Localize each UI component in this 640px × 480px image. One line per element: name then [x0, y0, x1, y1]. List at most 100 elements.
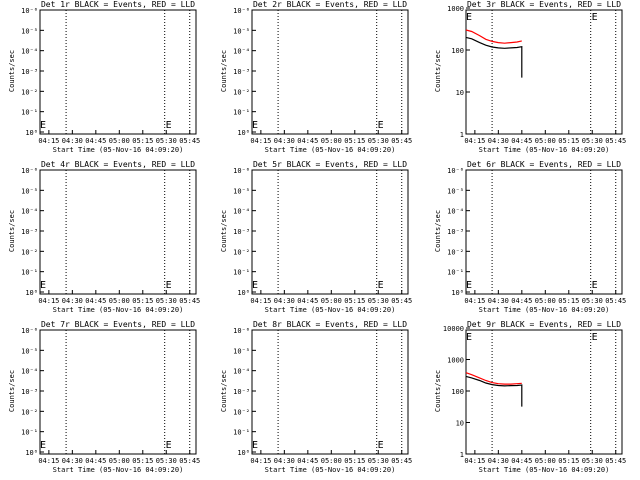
event-marker: E	[466, 332, 472, 343]
y-tick-label: 10⁻¹	[233, 109, 250, 117]
y-tick-label: 10⁰	[237, 289, 250, 297]
x-tick-label: 05:45	[179, 297, 200, 305]
detector-panel: Det 2r BLACK = Events, RED = LLD Counts/s…	[220, 0, 412, 154]
x-tick-label: 05:30	[368, 137, 389, 145]
event-marker: E	[166, 280, 172, 291]
y-axis-label: Counts/sec	[434, 210, 442, 252]
x-tick-label: 05:15	[132, 297, 153, 305]
y-tick-label: 100	[451, 47, 464, 55]
x-tick-label: 05:30	[156, 457, 177, 465]
x-tick-label: 04:45	[511, 297, 532, 305]
x-axis-label: Start Time (05-Nov-16 04:09:20)	[265, 146, 396, 154]
x-tick-label: 05:15	[558, 137, 579, 145]
panel-title: Det 2r BLACK = Events, RED = LLD	[253, 0, 407, 9]
y-axis-label: Counts/sec	[220, 370, 228, 412]
y-tick-label: 10⁻²	[233, 88, 250, 96]
y-tick-label: 10⁰	[25, 129, 38, 137]
panel-title: Det 1r BLACK = Events, RED = LLD	[41, 0, 195, 9]
y-tick-label: 10⁻¹	[233, 429, 250, 437]
x-tick-label: 05:00	[535, 297, 556, 305]
y-tick-label: 10⁻²	[447, 248, 464, 256]
plot-frame	[465, 169, 623, 295]
plot-frame	[465, 9, 623, 135]
x-axis-label: Start Time (05-Nov-16 04:09:20)	[53, 146, 184, 154]
y-tick-label: 10⁻⁵	[21, 27, 38, 35]
y-axis-label: Counts/sec	[220, 210, 228, 252]
y-tick-label: 10	[456, 89, 464, 97]
x-tick-label: 04:15	[464, 297, 485, 305]
event-marker: E	[40, 120, 46, 131]
y-axis-label: Counts/sec	[434, 370, 442, 412]
detector-panel: Det 3r BLACK = Events, RED = LLD Counts/s…	[434, 0, 626, 154]
x-tick-label: 05:00	[321, 457, 342, 465]
series-line	[465, 375, 523, 407]
x-tick-label: 05:00	[109, 457, 130, 465]
event-marker: E	[378, 120, 384, 131]
y-tick-label: 1	[460, 451, 464, 459]
x-axis-label: Start Time (05-Nov-16 04:09:20)	[479, 306, 610, 314]
event-marker: E	[252, 440, 258, 451]
panel-title: Det 8r BLACK = Events, RED = LLD	[253, 320, 407, 329]
y-tick-label: 10⁰	[25, 449, 38, 457]
y-tick-label: 10⁻²	[21, 88, 38, 96]
x-tick-label: 05:15	[558, 457, 579, 465]
x-tick-label: 04:30	[488, 297, 509, 305]
x-axis-label: Start Time (05-Nov-16 04:09:20)	[53, 466, 184, 474]
x-tick-label: 05:30	[156, 137, 177, 145]
plot-frame	[251, 9, 409, 135]
y-tick-label: 10⁻⁴	[447, 208, 464, 216]
y-tick-label: 10⁻²	[21, 408, 38, 416]
series-line	[465, 29, 522, 44]
y-tick-label: 10000	[443, 325, 464, 333]
x-tick-label: 04:15	[250, 297, 271, 305]
x-tick-label: 04:45	[85, 457, 106, 465]
y-tick-label: 10⁰	[237, 129, 250, 137]
panel-title: Det 3r BLACK = Events, RED = LLD	[467, 0, 621, 9]
x-tick-label: 05:00	[321, 297, 342, 305]
y-tick-label: 10⁻³	[21, 68, 38, 76]
y-tick-label: 10⁻³	[233, 68, 250, 76]
x-tick-label: 05:30	[368, 457, 389, 465]
y-tick-label: 10⁻¹	[21, 109, 38, 117]
x-tick-label: 05:45	[391, 297, 412, 305]
panel-title: Det 5r BLACK = Events, RED = LLD	[253, 160, 407, 169]
y-tick-label: 10⁻⁴	[233, 48, 250, 56]
x-tick-label: 04:15	[464, 457, 485, 465]
y-tick-label: 10⁻⁵	[447, 187, 464, 195]
y-tick-label: 10⁻⁴	[21, 368, 38, 376]
x-tick-label: 05:00	[109, 297, 130, 305]
event-marker: E	[252, 280, 258, 291]
x-tick-label: 05:15	[132, 137, 153, 145]
x-tick-label: 05:15	[344, 137, 365, 145]
detector-panel: Det 8r BLACK = Events, RED = LLD Counts/s…	[220, 320, 412, 474]
x-tick-label: 05:45	[391, 457, 412, 465]
detector-panel: Det 7r BLACK = Events, RED = LLD Counts/s…	[8, 320, 200, 474]
x-tick-label: 05:00	[535, 137, 556, 145]
x-tick-label: 05:00	[535, 457, 556, 465]
y-axis-label: Counts/sec	[434, 50, 442, 92]
plot-frame	[39, 9, 197, 135]
x-tick-label: 04:30	[62, 457, 83, 465]
x-tick-label: 04:45	[297, 457, 318, 465]
y-tick-label: 10⁻⁶	[233, 327, 250, 335]
x-tick-label: 04:15	[38, 297, 59, 305]
y-tick-label: 10⁻⁵	[21, 187, 38, 195]
panel-title: Det 9r BLACK = Events, RED = LLD	[467, 320, 621, 329]
y-tick-label: 10⁻²	[21, 248, 38, 256]
x-tick-label: 04:30	[488, 137, 509, 145]
event-marker: E	[466, 12, 472, 23]
x-tick-label: 05:00	[321, 137, 342, 145]
x-tick-label: 05:15	[344, 297, 365, 305]
panel-title: Det 4r BLACK = Events, RED = LLD	[41, 160, 195, 169]
x-axis-label: Start Time (05-Nov-16 04:09:20)	[265, 466, 396, 474]
x-tick-label: 04:45	[85, 137, 106, 145]
y-tick-label: 10⁻³	[447, 228, 464, 236]
x-tick-label: 05:45	[605, 457, 626, 465]
x-tick-label: 04:30	[274, 457, 295, 465]
x-axis-label: Start Time (05-Nov-16 04:09:20)	[479, 466, 610, 474]
y-tick-label: 10⁻³	[21, 388, 38, 396]
x-tick-label: 04:45	[511, 137, 532, 145]
x-tick-label: 04:15	[250, 457, 271, 465]
y-axis-label: Counts/sec	[8, 210, 16, 252]
y-tick-label: 10⁻⁴	[233, 208, 250, 216]
